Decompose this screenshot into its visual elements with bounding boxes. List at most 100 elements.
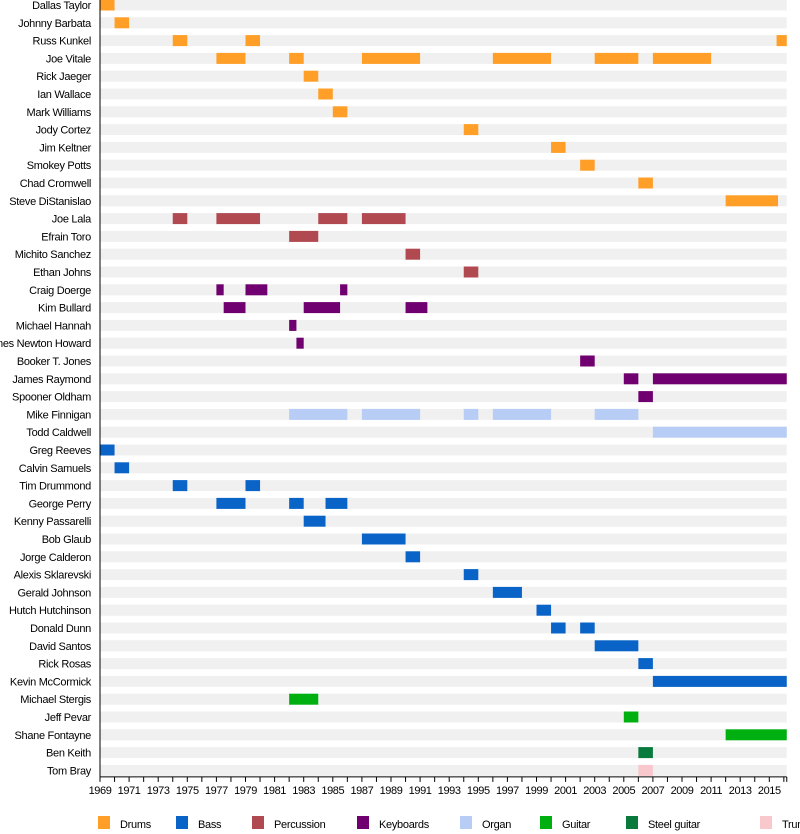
member-label: Chad Cromwell (20, 178, 91, 190)
bar-percussion (405, 248, 421, 260)
bar-bass (289, 497, 304, 509)
bar-drums (725, 195, 779, 207)
bar-guitar (725, 729, 787, 741)
bar-bass (638, 658, 653, 670)
row-stripe (100, 480, 787, 492)
legend-swatch-trumpet (760, 816, 772, 829)
x-tick-label: 2003 (583, 785, 606, 797)
member-label: Mike Finnigan (26, 409, 91, 421)
legend-swatch-keyboards (357, 816, 369, 829)
member-label: George Perry (29, 498, 92, 510)
row-stripe (100, 711, 787, 723)
member-label: Greg Reeves (29, 445, 91, 457)
bar-drums (776, 35, 787, 47)
row-stripe (100, 747, 787, 759)
member-label: Ben Keith (46, 748, 91, 760)
bar-bass (172, 480, 188, 492)
x-tick-label: 1987 (350, 785, 373, 797)
x-tick-label: 1977 (205, 785, 228, 797)
member-label: Spooner Oldham (12, 392, 91, 404)
bar-keyboards (580, 355, 595, 367)
row-stripe (100, 729, 787, 741)
row-stripe (100, 551, 787, 563)
bar-bass (463, 569, 479, 581)
bar-drums (332, 106, 348, 118)
legend-swatch-organ (460, 816, 472, 829)
bar-percussion (172, 213, 188, 225)
legend-swatch-bass (176, 816, 188, 829)
bar-keyboards (405, 302, 428, 314)
row-stripe (100, 497, 787, 509)
bar-keyboards (245, 284, 268, 296)
x-tick-label: 1981 (263, 785, 286, 797)
bar-drums (114, 17, 130, 29)
x-tick-label: 1969 (89, 785, 112, 797)
bar-organ (594, 408, 639, 420)
bar-keyboards (223, 302, 246, 314)
row-stripe (100, 391, 787, 403)
row-stripe (100, 0, 787, 11)
bar-keyboards (289, 319, 297, 331)
row-stripe (100, 569, 787, 581)
x-tick-label: 1979 (234, 785, 257, 797)
bar-bass (551, 622, 566, 634)
row-stripe (100, 658, 787, 670)
member-label: Booker T. Jones (17, 356, 92, 368)
x-tick-label: 1983 (292, 785, 315, 797)
legend-label: Drums (120, 819, 152, 831)
row-stripe (100, 444, 787, 456)
row-stripe (100, 640, 787, 652)
bar-bass (652, 675, 787, 687)
member-label: Dallas Taylor (32, 0, 92, 12)
bar-drums (361, 52, 421, 64)
member-label: Alexis Sklarevski (14, 570, 91, 582)
row-stripe (100, 586, 787, 598)
row-stripe (100, 302, 787, 314)
bar-drums (638, 177, 653, 189)
member-label: Michael Stergis (20, 694, 91, 706)
bar-percussion (361, 213, 406, 225)
x-tick-label: 1973 (147, 785, 170, 797)
bar-bass (580, 622, 595, 634)
legend-label: Steel guitar (648, 819, 701, 831)
x-tick-label: 1999 (525, 785, 548, 797)
member-label: Joe Lala (52, 214, 92, 226)
legend-swatch-guitar (540, 816, 552, 829)
bar-organ (361, 408, 421, 420)
member-label: Mark Williams (26, 107, 91, 119)
bar-percussion (216, 213, 261, 225)
member-label: Craig Doerge (29, 285, 91, 297)
legend-label: Bass (198, 819, 222, 831)
bar-bass (405, 551, 421, 563)
bar-drums (245, 35, 261, 47)
member-label: Kevin McCormick (10, 676, 92, 688)
bar-drums (492, 52, 552, 64)
row-stripe (100, 195, 787, 207)
member-label: Jeff Pevar (45, 712, 92, 724)
bar-guitar (623, 711, 639, 723)
member-label: Tim Drummond (19, 481, 91, 493)
row-stripe (100, 764, 787, 776)
x-tick-label: 2015 (758, 785, 781, 797)
bar-bass (216, 497, 246, 509)
bar-bass (245, 480, 261, 492)
member-label: Shane Fontayne (14, 730, 91, 742)
row-stripe (100, 124, 787, 136)
bar-drums (318, 88, 333, 100)
row-stripe (100, 266, 787, 278)
row-stripe (100, 230, 787, 242)
legend-swatch-steel-guitar (626, 816, 638, 829)
member-label: Michael Hannah (16, 320, 91, 332)
x-tick-label: 1985 (321, 785, 344, 797)
bar-percussion (318, 213, 348, 225)
row-stripe (100, 141, 787, 153)
member-label: Rick Rosas (38, 659, 91, 671)
member-label: Donald Dunn (30, 623, 91, 635)
bar-trumpet (638, 764, 653, 776)
row-stripe (100, 106, 787, 118)
row-stripe (100, 426, 787, 438)
row-stripe (100, 70, 787, 82)
row-stripe (100, 35, 787, 47)
x-tick-label: 2013 (729, 785, 752, 797)
